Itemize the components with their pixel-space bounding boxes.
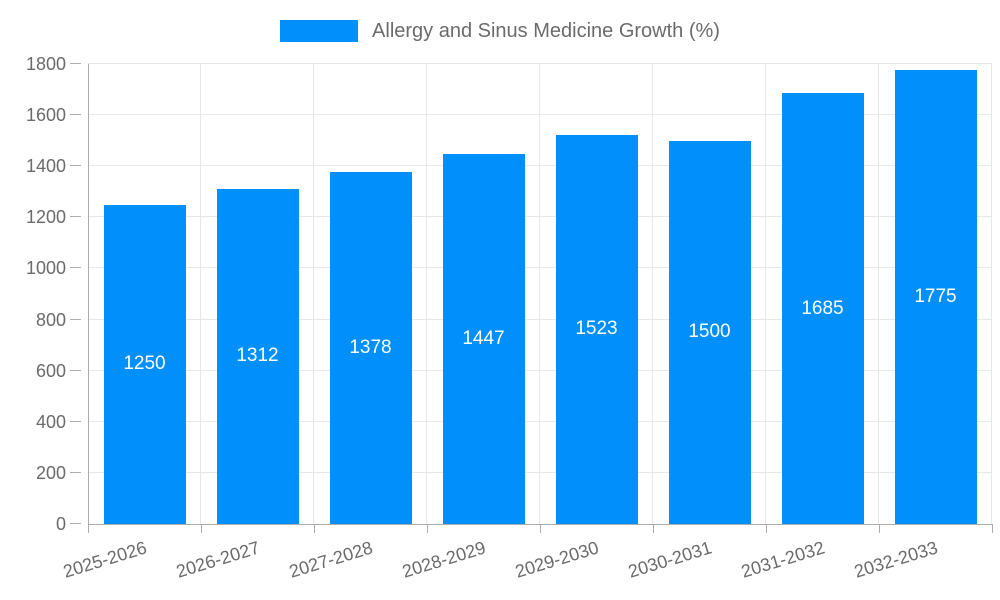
y-axis-label: 1800 [25,54,66,74]
y-axis-tick [70,63,81,64]
bar-value-label: 1378 [349,336,392,358]
y-axis-label: 400 [35,411,66,432]
legend-series-label: Allergy and Sinus Medicine Growth (%) [372,20,720,42]
bar-value-label: 1523 [575,318,618,340]
y-gridline [88,216,992,218]
y-axis-tick [70,523,81,524]
bar-2026-2027[interactable] [216,188,299,524]
x-axis-label: 2026-2027 [174,537,263,582]
y-axis-line [88,64,89,533]
bar-value-label: 1685 [801,297,844,319]
x-axis-label: 2030-2031 [626,537,715,582]
x-gridline [991,64,992,524]
y-axis-tick [70,165,81,167]
bar-2029-2030[interactable] [555,134,638,524]
x-axis-label: 2032-2033 [852,537,941,582]
y-axis-tick [70,318,81,320]
bar-value-label: 1500 [688,321,731,343]
y-gridline [88,318,992,320]
x-axis-tick [314,524,315,533]
y-gridline [88,471,992,473]
y-axis-tick [70,471,81,473]
x-axis-tick [201,524,202,533]
y-axis-label: 1200 [25,207,66,228]
y-axis-tick [70,267,81,269]
y-gridline [88,420,992,422]
y-axis-label: 0 [55,514,66,534]
bar-2027-2028[interactable] [329,171,412,524]
y-axis-label: 1000 [25,258,66,279]
x-axis-tick [88,524,89,533]
x-gridline [652,64,653,524]
y-gridline [88,369,992,371]
y-axis-label: 800 [35,309,66,330]
x-axis-label: 2028-2029 [400,537,489,582]
x-axis-tick [879,524,880,533]
bar-2028-2029[interactable] [442,154,525,524]
y-axis-label: 1600 [25,105,66,126]
y-axis-tick [70,216,81,218]
y-axis-tick [70,114,81,116]
x-gridline [426,64,427,524]
x-axis-tick [540,524,541,533]
bar-value-label: 1250 [123,353,166,375]
bar-2032-2033[interactable] [894,70,977,524]
x-gridline [313,64,314,524]
legend[interactable]: Allergy and Sinus Medicine Growth (%) [0,18,1000,44]
y-gridline [88,114,992,116]
x-axis-label: 2029-2030 [513,537,602,582]
x-gridline [765,64,766,524]
x-gridline [539,64,540,524]
x-axis-tick [427,524,428,533]
bar-2031-2032[interactable] [781,93,864,524]
x-gridline [878,64,879,524]
y-gridline [88,165,992,167]
y-axis-tick [70,369,81,371]
x-axis-label: 2031-2032 [739,537,828,582]
x-axis-tick [992,524,993,533]
bar-value-label: 1775 [914,286,957,308]
y-axis-label: 1400 [25,156,66,177]
y-axis-label: 600 [35,360,66,381]
legend-swatch-icon [280,20,359,42]
x-gridline [200,64,201,524]
x-axis-tick [766,524,767,533]
bar-2025-2026[interactable] [103,204,186,524]
bar-2030-2031[interactable] [668,140,751,524]
x-axis-label: 2025-2026 [61,537,150,582]
bar-value-label: 1312 [236,345,279,367]
x-axis-label: 2027-2028 [287,537,376,582]
bar-value-label: 1447 [462,328,505,350]
y-axis-label: 200 [35,462,66,483]
x-axis-tick [653,524,654,533]
y-axis-tick [70,420,81,422]
y-gridline [88,63,992,64]
y-gridline [88,267,992,269]
